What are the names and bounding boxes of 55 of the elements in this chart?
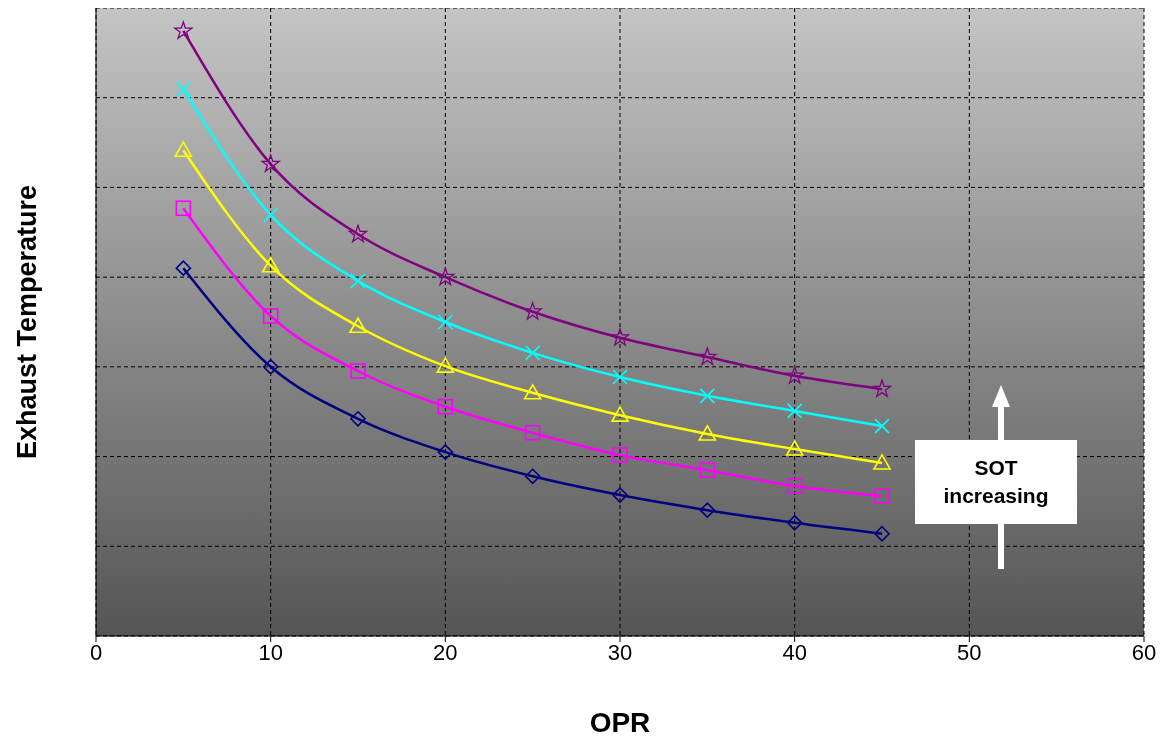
point <box>261 154 280 173</box>
point <box>436 267 455 286</box>
point <box>350 363 366 379</box>
point <box>786 478 803 494</box>
point <box>786 403 803 419</box>
point <box>873 454 891 470</box>
point <box>699 462 716 479</box>
point <box>874 418 890 434</box>
point <box>174 21 193 39</box>
point <box>262 308 279 324</box>
point <box>612 447 628 463</box>
point <box>698 347 717 366</box>
point <box>786 515 803 531</box>
x-tick-label: 50 <box>957 639 982 665</box>
point <box>175 260 192 276</box>
point <box>699 388 716 404</box>
point <box>610 328 630 346</box>
point <box>262 207 279 223</box>
point <box>612 369 628 385</box>
point <box>437 444 454 460</box>
point <box>348 224 368 243</box>
annotation: SOT increasing <box>942 455 1050 509</box>
point <box>350 411 366 427</box>
point <box>175 81 192 97</box>
point <box>785 366 804 384</box>
point <box>436 357 455 373</box>
x-tick-label: 10 <box>258 639 283 665</box>
point <box>349 317 367 334</box>
point <box>524 468 541 485</box>
x-tick-label: 0 <box>89 639 103 665</box>
x-tick-label: 60 <box>1131 639 1157 665</box>
point <box>261 256 280 273</box>
point <box>174 141 193 157</box>
point <box>523 383 542 400</box>
point <box>524 345 541 361</box>
x-axis-title: OPR <box>589 707 651 738</box>
point <box>175 200 192 217</box>
point <box>874 525 890 542</box>
point <box>437 398 454 415</box>
point <box>524 424 541 441</box>
point <box>872 379 892 398</box>
point <box>523 302 542 320</box>
point <box>699 502 716 518</box>
point <box>437 314 454 330</box>
x-tick-label: 40 <box>782 639 807 665</box>
y-axis-title: Exhaust Temperature <box>11 184 42 460</box>
x-tick-label: 30 <box>607 639 633 665</box>
point <box>262 358 279 375</box>
point <box>785 440 804 456</box>
point <box>874 488 890 505</box>
point <box>350 273 366 289</box>
point <box>698 425 717 441</box>
point <box>611 406 629 422</box>
x-tick-label: 20 <box>433 639 458 665</box>
point <box>612 487 628 503</box>
